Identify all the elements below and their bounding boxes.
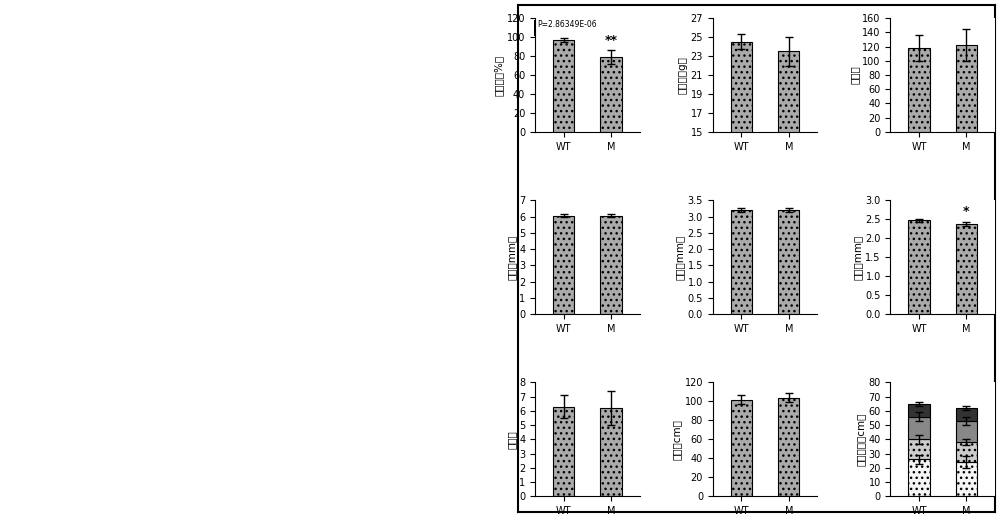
Bar bbox=[731, 400, 752, 496]
Bar bbox=[956, 45, 977, 132]
Bar bbox=[553, 40, 574, 132]
Bar bbox=[908, 417, 930, 439]
Bar bbox=[956, 442, 977, 462]
Bar bbox=[600, 408, 622, 496]
Text: A: A bbox=[25, 31, 47, 58]
Y-axis label: 粒宽（mm）: 粒宽（mm） bbox=[675, 235, 685, 280]
Text: M: M bbox=[364, 475, 377, 490]
Bar bbox=[553, 216, 574, 314]
Bar bbox=[908, 404, 930, 417]
Bar bbox=[908, 220, 930, 314]
Bar bbox=[956, 421, 977, 442]
Y-axis label: 飢花数: 飢花数 bbox=[849, 66, 859, 84]
Text: P=2.86349E-06: P=2.86349E-06 bbox=[537, 20, 597, 29]
Y-axis label: 粒厉（mm）: 粒厉（mm） bbox=[852, 235, 862, 280]
Y-axis label: 结实率（%）: 结实率（%） bbox=[494, 54, 504, 96]
Y-axis label: 粒长（mm）: 粒长（mm） bbox=[506, 235, 516, 280]
Bar bbox=[600, 216, 622, 314]
Bar bbox=[908, 439, 930, 459]
Bar bbox=[731, 210, 752, 314]
Bar bbox=[778, 210, 799, 314]
Bar bbox=[956, 224, 977, 314]
Bar bbox=[778, 398, 799, 496]
Text: WT: WT bbox=[105, 475, 129, 490]
Bar bbox=[908, 459, 930, 496]
Y-axis label: 株高（cm）: 株高（cm） bbox=[672, 419, 682, 460]
Bar bbox=[731, 42, 752, 275]
Bar bbox=[956, 408, 977, 421]
Bar bbox=[908, 48, 930, 132]
Bar bbox=[553, 407, 574, 496]
Bar bbox=[956, 462, 977, 496]
Bar bbox=[778, 51, 799, 275]
Y-axis label: 千粒重（g）: 千粒重（g） bbox=[678, 56, 688, 94]
Bar bbox=[600, 57, 622, 132]
Text: **: ** bbox=[605, 34, 618, 47]
Text: B: B bbox=[532, 20, 549, 40]
Text: *: * bbox=[963, 205, 970, 219]
Y-axis label: 分虥数: 分虥数 bbox=[506, 430, 516, 449]
Y-axis label: 节间长度（cm）: 节间长度（cm） bbox=[856, 413, 866, 466]
